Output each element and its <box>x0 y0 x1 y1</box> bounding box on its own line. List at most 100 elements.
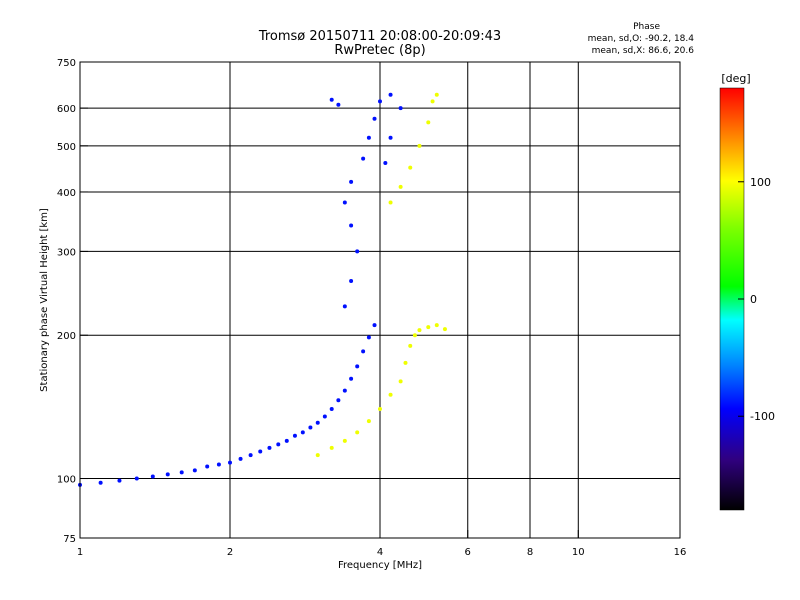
scatter-point <box>267 445 272 450</box>
scatter-point <box>228 460 232 465</box>
scatter-point <box>238 456 243 461</box>
scatter-point <box>383 161 388 166</box>
x-tick-label: 10 <box>572 547 585 558</box>
scatter-point <box>398 106 403 111</box>
scatter-point <box>417 143 422 148</box>
scatter-point <box>426 325 431 330</box>
scatter-point <box>417 328 422 333</box>
x-tick-label: 8 <box>527 547 533 558</box>
x-tick-label: 6 <box>465 547 471 558</box>
scatter-point <box>165 472 170 477</box>
scatter-point <box>342 304 347 309</box>
x-tick-label: 4 <box>377 547 383 558</box>
scatter-point <box>284 438 289 443</box>
scatter-point <box>342 438 347 443</box>
y-tick-label: 400 <box>57 188 76 199</box>
grid-lines <box>80 62 680 538</box>
colorbar-tick-label: -100 <box>750 410 775 423</box>
x-tick-label: 1 <box>77 547 83 558</box>
colorbar-tick-label: 100 <box>750 176 771 189</box>
scatter-point <box>98 480 103 485</box>
scatter-point <box>442 327 447 332</box>
scatter-point <box>361 156 366 161</box>
phase-box-line1: mean, sd,O: -90.2, 18.4 <box>588 34 695 44</box>
y-tick-label: 750 <box>57 58 76 69</box>
colorbar-tick-label: 0 <box>750 293 757 306</box>
scatter-point <box>408 343 413 348</box>
scatter-point <box>355 249 360 254</box>
y-tick-label: 300 <box>57 247 76 258</box>
scatter-point <box>322 414 327 419</box>
y-tick-label: 600 <box>57 104 76 115</box>
scatter-point <box>329 445 334 450</box>
scatter-point <box>372 116 377 121</box>
scatter-point <box>398 379 403 384</box>
scatter-point <box>355 364 360 369</box>
scatter-point <box>336 398 341 403</box>
scatter-point <box>315 453 320 458</box>
scatter-point <box>403 360 408 365</box>
scatter-point <box>434 323 439 328</box>
y-axis-label: Stationary phase Virtual Height [km] <box>39 208 50 392</box>
scatter-point <box>388 392 393 397</box>
colorbar-ticks: 100 0 -100 <box>738 176 775 423</box>
scatter-point <box>315 420 320 425</box>
scatter-point <box>372 323 377 328</box>
scatter-point <box>276 442 281 447</box>
scatter-point <box>388 92 393 97</box>
scatter-point <box>426 120 431 125</box>
y-tick-label: 200 <box>57 331 76 342</box>
scatter-point <box>388 135 393 140</box>
y-tick-label: 75 <box>63 534 76 545</box>
scatter-point <box>134 476 139 481</box>
y-tick-label: 100 <box>57 475 76 486</box>
scatter-point <box>248 453 253 458</box>
scatter-point <box>258 449 263 454</box>
scatter-point <box>150 474 155 479</box>
scatter-point <box>342 388 347 393</box>
scatter-points <box>78 92 447 487</box>
x-axis-ticks: 1 2 4 6 8 10 16 <box>77 530 687 558</box>
scatter-point <box>378 406 382 411</box>
scatter-point <box>216 462 221 467</box>
plot-area: 1 2 4 6 8 10 16 75 100 200 300 400 500 600 750 <box>57 58 686 558</box>
x-axis-label: Frequency [MHz] <box>338 560 422 571</box>
chart-subtitle: RwPretec (8p) <box>334 43 425 58</box>
scatter-point <box>430 99 435 104</box>
scatter-point <box>412 333 417 338</box>
scatter-point <box>205 464 210 469</box>
y-axis-ticks: 75 100 200 300 400 500 600 750 <box>57 58 88 545</box>
scatter-point <box>117 478 122 483</box>
scatter-point <box>408 165 413 170</box>
x-tick-label: 2 <box>227 547 233 558</box>
scatter-point <box>349 179 354 184</box>
scatter-point <box>366 419 371 424</box>
scatter-point <box>366 135 371 140</box>
phase-box-title: Phase <box>633 22 660 32</box>
colorbar-label: [deg] <box>721 72 750 85</box>
scatter-point <box>336 102 341 107</box>
scatter-point <box>388 200 393 205</box>
scatter-point <box>349 279 354 284</box>
scatter-point <box>378 99 382 104</box>
y-tick-label: 500 <box>57 142 76 153</box>
scatter-point <box>366 335 371 340</box>
x-tick-label: 16 <box>674 547 687 558</box>
scatter-point <box>434 92 439 97</box>
scatter-point <box>292 433 297 438</box>
scatter-point <box>300 430 305 435</box>
scatter-point <box>342 200 347 205</box>
scatter-point <box>179 470 184 475</box>
scatter-point <box>308 425 313 430</box>
scatter-point <box>349 223 354 228</box>
scatter-point <box>192 468 197 473</box>
scatter-point <box>398 184 403 189</box>
scatter-point <box>349 376 354 381</box>
phase-box-line2: mean, sd,X: 86.6, 20.6 <box>592 46 695 56</box>
scatter-point <box>361 349 366 354</box>
chart-title: Tromsø 20150711 20:08:00-20:09:43 <box>258 29 501 44</box>
scatter-point <box>329 97 334 102</box>
scatter-point <box>355 430 360 435</box>
scatter-point <box>329 406 334 411</box>
